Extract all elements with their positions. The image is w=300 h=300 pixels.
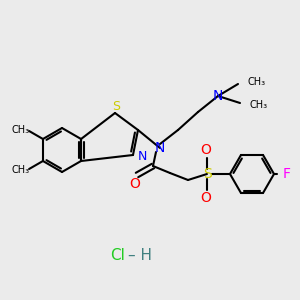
- Text: – H: – H: [128, 248, 152, 262]
- Text: N: N: [137, 151, 147, 164]
- Text: S: S: [112, 100, 120, 112]
- Text: CH₃: CH₃: [11, 165, 29, 175]
- Text: N: N: [213, 89, 223, 103]
- Text: N: N: [155, 141, 165, 155]
- Text: Cl: Cl: [111, 248, 125, 262]
- Text: CH₃: CH₃: [250, 100, 268, 110]
- Text: O: O: [201, 143, 212, 157]
- Text: O: O: [201, 191, 212, 205]
- Text: F: F: [283, 167, 291, 181]
- Text: CH₃: CH₃: [11, 125, 29, 135]
- Text: S: S: [202, 167, 211, 181]
- Text: O: O: [130, 177, 140, 191]
- Text: CH₃: CH₃: [248, 77, 266, 87]
